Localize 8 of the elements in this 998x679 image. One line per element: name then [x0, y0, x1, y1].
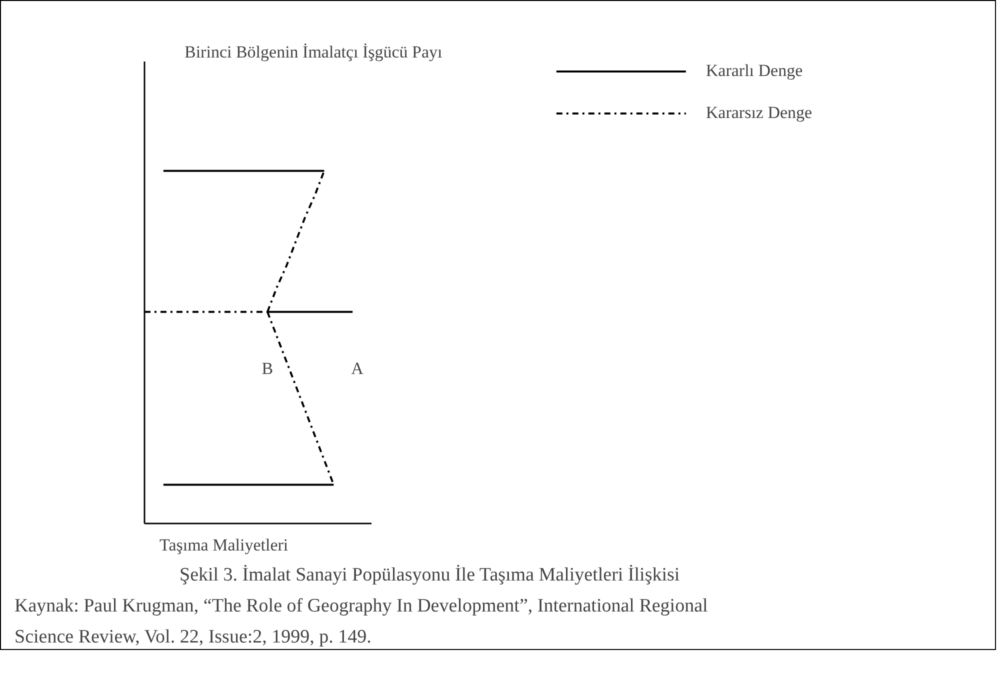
text: Şekil 3. İmalat Sanayi Popülasyonu İle Taşıma Maliyetleri İlişkisi: [180, 564, 680, 586]
text: Birinci Bölgenin İmalatçı İşgücü Payı: [184, 42, 443, 62]
text: Kararsız Denge: [706, 103, 812, 123]
text: Kaynak: Paul Krugman, “The Role of Geography In Development”, International Regional Science Review, Vol. 22, Issue:2, 1999, p. 149.: [14, 596, 708, 648]
text: Kararlı Denge: [706, 61, 803, 81]
annotation: A: [351, 358, 364, 378]
x-axis-title: Taşıma Maliyetleri: [160, 536, 288, 554]
annotation: B: [262, 358, 274, 378]
